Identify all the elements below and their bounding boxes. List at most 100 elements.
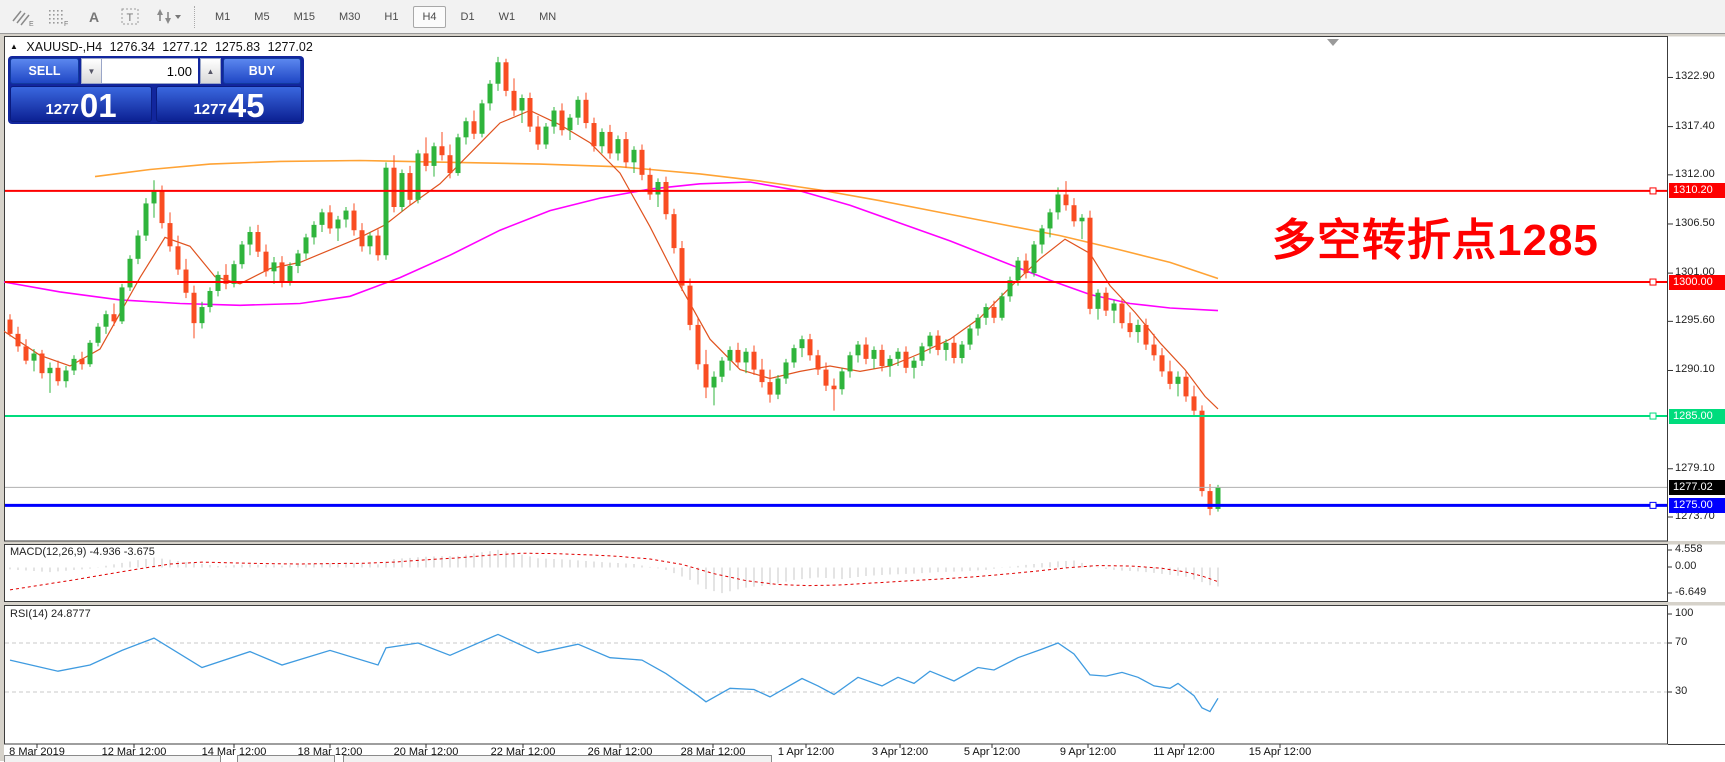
chart-text-annotation: 多空转折点1285 <box>1272 216 1599 265</box>
current-price-badge: 1277.02 <box>1669 480 1725 495</box>
grid-icon: F <box>49 9 68 28</box>
chart-tab-1[interactable] <box>237 755 335 762</box>
candle-body <box>519 98 525 111</box>
candle-body <box>151 190 157 204</box>
candle-body <box>543 126 549 145</box>
candle-body <box>719 360 725 377</box>
timeframe-button-W1[interactable]: W1 <box>498 10 516 23</box>
volume-input[interactable] <box>102 58 198 84</box>
time-axis-label: 3 Apr 12:00 <box>871 746 929 758</box>
toolbar-chart-divider <box>0 33 1725 37</box>
timeframe-button-M1[interactable]: M1 <box>215 10 231 23</box>
chart-shift-marker <box>1327 39 1339 46</box>
line-handle <box>1649 412 1657 420</box>
candle-body <box>111 314 117 322</box>
candle-body <box>999 296 1005 318</box>
macd-panel <box>4 544 1668 602</box>
candle-body <box>55 367 61 382</box>
candle-body <box>223 274 229 284</box>
timeframe-button-M30[interactable]: M30 <box>338 10 361 23</box>
candle-body <box>391 167 397 208</box>
grid-icon-button[interactable]: F <box>44 5 76 29</box>
candle-body <box>159 190 165 224</box>
macd-scale-label: -6.649 <box>1675 586 1707 598</box>
volume-decrease-button[interactable]: ▼ <box>81 58 102 84</box>
text-label-icon-button[interactable]: T <box>116 5 148 29</box>
candle-body <box>655 181 661 195</box>
timeframe-button-H1[interactable]: H1 <box>384 10 399 23</box>
window-frame-left <box>0 33 4 761</box>
candle-body <box>1031 244 1037 274</box>
candle-body <box>1047 212 1053 229</box>
price-tick-label: 1295.60 <box>1675 314 1715 326</box>
candle-body <box>783 362 789 379</box>
buy-button[interactable]: BUY <box>223 58 301 84</box>
candle-body <box>647 174 653 195</box>
candle-body <box>975 317 981 329</box>
candle-body <box>407 173 413 200</box>
candle-body <box>607 131 613 154</box>
time-axis-label: 15 Apr 12:00 <box>1248 746 1312 758</box>
time-axis-label: 1 Apr 12:00 <box>777 746 835 758</box>
timeframe-button-H4[interactable]: H4 <box>413 5 446 28</box>
price-tick-label: 1322.90 <box>1675 70 1715 82</box>
candle-body <box>87 342 93 365</box>
candle-body <box>263 251 269 272</box>
price-badge-1300.00: 1300.00 <box>1669 275 1725 290</box>
line-handle <box>1649 278 1657 286</box>
timeframe-button-M15[interactable]: M15 <box>293 10 315 23</box>
candle-body <box>1199 410 1205 492</box>
chart-tab-0[interactable] <box>4 755 221 762</box>
candle-body <box>1079 217 1085 222</box>
sell-price-big: 01 <box>79 86 117 124</box>
buy-price-display[interactable]: 1277 45 <box>156 86 302 122</box>
candle-body <box>503 62 509 91</box>
candle-body <box>671 214 677 249</box>
candle-body <box>271 262 277 272</box>
candle-body <box>935 335 941 350</box>
candle-body <box>847 355 853 372</box>
candle-body <box>1103 292 1109 311</box>
candle-body <box>447 155 453 174</box>
candle-body <box>903 351 909 368</box>
candle-body <box>711 376 717 388</box>
candle-body <box>1207 491 1213 509</box>
candle-body <box>1191 396 1197 411</box>
candle-body <box>135 235 141 259</box>
volume-increase-button[interactable]: ▲ <box>200 58 221 84</box>
buy-price-prefix: 1277 <box>193 101 227 118</box>
candle-body <box>319 212 325 225</box>
collapse-triangle-icon[interactable]: ▲ <box>10 42 18 51</box>
candle-body <box>207 290 213 308</box>
candle-body <box>167 223 173 247</box>
crosshair-draw-icon-button[interactable]: E <box>8 5 40 29</box>
text-annotation-icon-button[interactable]: A <box>80 5 112 29</box>
candle-body <box>815 355 821 370</box>
timeframe-button-MN[interactable]: MN <box>539 10 557 23</box>
sell-button[interactable]: SELL <box>10 58 79 84</box>
quote-high: 1277.12 <box>162 40 208 54</box>
macd-splitter <box>0 541 1725 545</box>
timeframe-button-M5[interactable]: M5 <box>254 10 270 23</box>
candle-body <box>1087 217 1093 309</box>
candle-body <box>863 344 869 359</box>
macd-values: -4.936 -3.675 <box>89 546 155 558</box>
candle-body <box>1039 228 1045 245</box>
candle-body <box>1127 323 1133 333</box>
line-handle <box>1649 501 1657 509</box>
candle-body <box>247 232 253 245</box>
price-tick-label: 1312.00 <box>1675 168 1715 180</box>
candle-body <box>663 181 669 215</box>
chart-tab-2[interactable] <box>343 755 772 762</box>
candle-body <box>15 333 21 347</box>
candle-body <box>615 139 621 154</box>
candle-body <box>199 307 205 324</box>
timeframe-button-D1[interactable]: D1 <box>460 10 475 23</box>
sell-price-display[interactable]: 1277 01 <box>10 86 153 124</box>
rsi-splitter <box>0 602 1725 606</box>
arrow-objects-icon-button[interactable] <box>152 5 184 29</box>
candle-body <box>39 353 45 374</box>
candle-body <box>335 219 341 229</box>
candle-body <box>1007 280 1013 297</box>
candle-body <box>1159 355 1165 372</box>
